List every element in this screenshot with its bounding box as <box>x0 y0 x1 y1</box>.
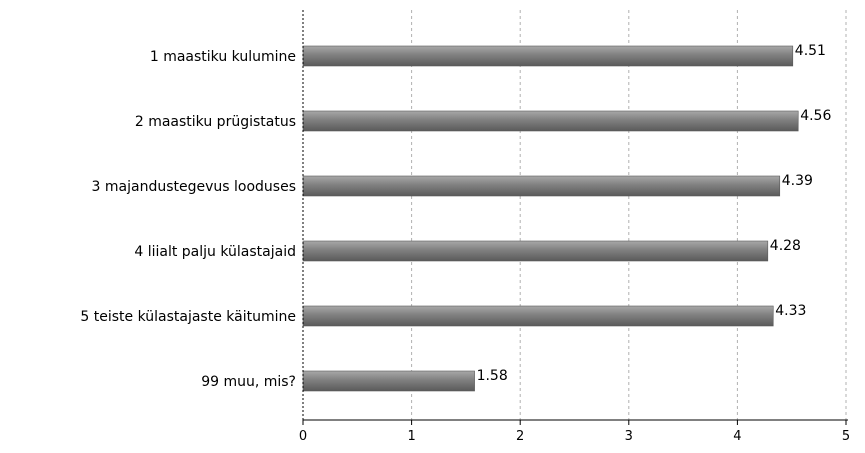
x-tick-label: 2 <box>516 429 524 444</box>
value-label: 4.33 <box>775 303 806 319</box>
x-tick-label: 5 <box>842 429 850 444</box>
category-label: 99 muu, mis? <box>201 374 296 390</box>
bar <box>302 240 769 262</box>
category-label: 2 maastiku prügistatus <box>135 114 296 130</box>
bar <box>302 370 475 392</box>
category-label: 1 maastiku kulumine <box>150 49 296 65</box>
value-label: 4.56 <box>800 108 831 124</box>
bar <box>302 305 774 327</box>
value-label: 4.51 <box>795 43 826 59</box>
bar <box>302 110 799 132</box>
x-tick-label: 4 <box>733 429 741 444</box>
x-tick-label: 1 <box>407 429 415 444</box>
x-tick-label: 3 <box>625 429 633 444</box>
bars <box>302 45 799 392</box>
value-label: 1.58 <box>477 368 508 384</box>
value-label: 4.39 <box>782 173 813 189</box>
grid-lines <box>411 10 847 420</box>
bar <box>302 175 781 197</box>
labels: 0 1 2 3 4 5 1 maastiku kulumine 4.51 2 maastiku … <box>80 43 850 444</box>
category-label: 4 liialt palju külastajaid <box>134 244 296 260</box>
x-tick-label: 0 <box>299 429 307 444</box>
bar <box>302 45 794 67</box>
value-label: 4.28 <box>770 238 801 254</box>
category-label: 3 majandustegevus looduses <box>92 179 296 195</box>
axes <box>302 10 848 425</box>
category-label: 5 teiste külastajaste käitumine <box>80 309 296 325</box>
